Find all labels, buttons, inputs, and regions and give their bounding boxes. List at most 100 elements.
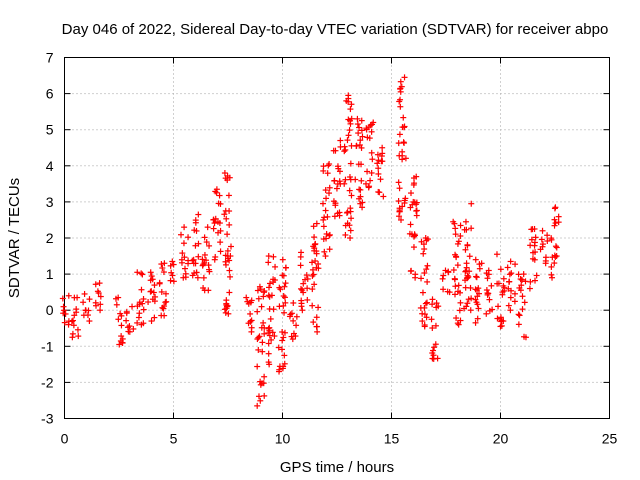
- data-point: [539, 227, 546, 234]
- data-point: [255, 334, 262, 341]
- data-point: [213, 189, 220, 196]
- data-point: [169, 258, 176, 265]
- data-point: [254, 308, 261, 315]
- data-point: [221, 170, 228, 177]
- data-point: [150, 289, 157, 296]
- data-point: [309, 266, 316, 273]
- data-point: [420, 241, 427, 248]
- chart-title: Day 046 of 2022, Sidereal Day-to-day VTE…: [62, 21, 609, 38]
- data-point: [433, 304, 440, 311]
- data-point: [212, 253, 219, 260]
- data-point: [364, 168, 371, 175]
- data-point: [347, 160, 354, 167]
- data-point: [254, 336, 261, 343]
- data-point: [396, 205, 403, 212]
- data-point: [300, 289, 307, 296]
- data-point: [226, 221, 233, 228]
- data-point: [397, 78, 404, 85]
- data-point: [357, 200, 364, 207]
- data-point: [472, 296, 479, 303]
- data-point: [551, 252, 558, 259]
- data-point: [199, 256, 206, 263]
- data-point: [270, 276, 277, 283]
- data-point: [505, 302, 512, 309]
- data-point: [275, 344, 282, 351]
- data-point: [422, 300, 429, 307]
- data-point: [311, 234, 318, 241]
- data-point: [419, 310, 426, 317]
- data-point: [282, 264, 289, 271]
- data-point: [430, 347, 437, 354]
- data-point: [162, 299, 169, 306]
- data-point: [401, 74, 408, 81]
- data-point: [366, 183, 373, 190]
- data-point: [179, 250, 186, 257]
- data-point: [450, 267, 457, 274]
- data-point: [210, 225, 217, 232]
- data-point: [169, 272, 176, 279]
- data-point: [60, 310, 67, 317]
- data-point: [162, 290, 169, 297]
- data-point: [348, 101, 355, 108]
- data-point: [507, 258, 514, 265]
- data-point: [181, 265, 188, 272]
- data-point: [420, 250, 427, 257]
- data-point: [396, 213, 403, 220]
- data-point: [421, 322, 428, 329]
- data-point: [527, 278, 534, 285]
- data-point: [247, 310, 254, 317]
- y-tick-label: -3: [41, 411, 54, 427]
- data-point: [211, 220, 218, 227]
- data-point: [475, 285, 482, 292]
- data-point: [168, 269, 175, 276]
- x-tick-labels: 0 5 10 15 20 25: [61, 431, 618, 447]
- data-point: [69, 330, 76, 337]
- data-point: [401, 140, 408, 147]
- data-point: [134, 269, 141, 276]
- data-point: [342, 146, 349, 153]
- data-point: [135, 314, 142, 321]
- data-point: [468, 200, 475, 207]
- data-point: [472, 319, 479, 326]
- data-point: [484, 275, 491, 282]
- data-point: [326, 184, 333, 191]
- data-point: [212, 188, 219, 195]
- data-point: [423, 314, 430, 321]
- data-point: [410, 175, 417, 182]
- data-point: [310, 319, 317, 326]
- data-point: [201, 234, 208, 241]
- data-point: [148, 318, 155, 325]
- data-point: [255, 346, 262, 353]
- y-tick-label: 2: [46, 230, 54, 246]
- data-point: [332, 147, 339, 154]
- data-point: [227, 243, 234, 250]
- data-point: [374, 151, 381, 158]
- data-point: [254, 402, 261, 409]
- data-point: [497, 266, 504, 273]
- data-point: [451, 220, 458, 227]
- data-point: [322, 253, 329, 260]
- data-point: [519, 293, 526, 300]
- data-point: [215, 200, 222, 207]
- data-point: [465, 296, 472, 303]
- x-tick-label: 15: [384, 431, 400, 447]
- data-point: [486, 296, 493, 303]
- data-point: [454, 320, 461, 327]
- data-point: [299, 307, 306, 314]
- data-point: [520, 271, 527, 278]
- data-point: [281, 283, 288, 290]
- data-point: [215, 229, 222, 236]
- data-point: [462, 268, 469, 275]
- data-point: [259, 339, 266, 346]
- data-point: [261, 392, 268, 399]
- data-point: [224, 231, 231, 238]
- data-point: [326, 231, 333, 238]
- data-point: [161, 260, 168, 267]
- data-point: [201, 251, 208, 258]
- data-point: [265, 284, 272, 291]
- data-point: [528, 236, 535, 243]
- data-point: [148, 273, 155, 280]
- data-point: [375, 165, 382, 172]
- data-point: [181, 224, 188, 231]
